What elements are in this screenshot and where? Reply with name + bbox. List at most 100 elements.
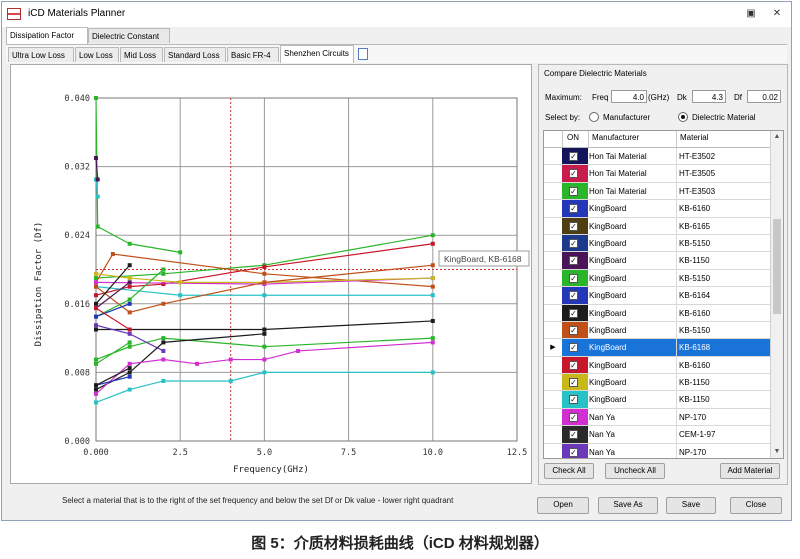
row-checkbox[interactable]: ✓ xyxy=(569,447,578,457)
material-row[interactable]: ✓ KingBoard KB-6164 xyxy=(544,287,772,305)
material-row[interactable]: ✓ Nan Ya CEM-1-97 xyxy=(544,426,772,444)
data-point[interactable] xyxy=(127,263,132,268)
data-point[interactable] xyxy=(127,327,132,332)
data-point[interactable] xyxy=(127,284,132,289)
data-point[interactable] xyxy=(161,357,166,362)
tab-ultra-low-loss[interactable]: Ultra Low Loss xyxy=(8,47,74,62)
header-manufacturer[interactable]: Manufacturer xyxy=(592,133,640,142)
row-checkbox[interactable]: ✓ xyxy=(569,378,578,388)
row-checkbox[interactable]: ✓ xyxy=(569,430,578,440)
data-point[interactable] xyxy=(262,280,267,285)
data-point[interactable] xyxy=(127,297,132,302)
series-line[interactable] xyxy=(95,281,131,309)
data-point[interactable] xyxy=(262,271,267,276)
manufacturer-cell[interactable]: KingBoard xyxy=(589,395,627,405)
series-line[interactable] xyxy=(95,376,130,386)
tab-standard-loss[interactable]: Standard Loss xyxy=(164,47,226,62)
data-point[interactable] xyxy=(430,293,435,298)
data-point[interactable] xyxy=(94,361,98,366)
add-material-button[interactable]: Add Material xyxy=(720,463,780,479)
material-cell[interactable]: KB-6164 xyxy=(676,287,772,304)
manufacturer-cell[interactable]: KingBoard xyxy=(588,339,676,356)
material-cell[interactable]: HT-E3502 xyxy=(676,148,772,165)
check-all-button[interactable]: Check All xyxy=(544,463,594,479)
df-input[interactable]: 0.02 xyxy=(747,90,781,103)
row-pointer-icon[interactable]: ▶ xyxy=(550,344,556,352)
row-checkbox[interactable]: ✓ xyxy=(569,204,578,214)
scroll-thumb[interactable] xyxy=(773,219,781,314)
data-point[interactable] xyxy=(127,340,132,345)
row-checkbox[interactable]: ✓ xyxy=(569,238,578,248)
material-row[interactable]: ✓ Hon Tai Material HT-E3502 xyxy=(544,148,772,166)
data-point[interactable] xyxy=(430,336,435,341)
radio-dielectric-material[interactable] xyxy=(678,112,688,122)
data-point[interactable] xyxy=(127,310,132,315)
material-cell[interactable]: KB-5150 xyxy=(676,269,772,287)
data-point[interactable] xyxy=(127,361,132,366)
data-point[interactable] xyxy=(296,348,301,353)
scroll-down-icon[interactable]: ▼ xyxy=(773,448,781,455)
scroll-up-icon[interactable]: ▲ xyxy=(773,133,781,140)
save-button[interactable]: Save xyxy=(666,497,716,514)
row-selector[interactable] xyxy=(544,183,562,199)
row-checkbox[interactable]: ✓ xyxy=(569,169,578,179)
row-checkbox[interactable]: ✓ xyxy=(569,256,578,266)
row-checkbox[interactable]: ✓ xyxy=(569,412,578,422)
data-point[interactable] xyxy=(94,96,98,100)
row-selector[interactable] xyxy=(544,357,562,373)
data-point[interactable] xyxy=(178,293,183,298)
row-selector[interactable] xyxy=(544,287,562,303)
manufacturer-cell[interactable]: KingBoard xyxy=(589,204,627,214)
data-point[interactable] xyxy=(95,224,100,229)
data-point[interactable] xyxy=(127,366,132,371)
tab-dielectric-constant[interactable]: Dielectric Constant xyxy=(88,28,170,43)
data-point[interactable] xyxy=(161,340,166,345)
material-cell[interactable]: KB-5150 xyxy=(676,321,772,339)
tab-dissipation-factor[interactable]: Dissipation Factor xyxy=(6,27,88,44)
data-point[interactable] xyxy=(94,271,98,276)
row-selector[interactable] xyxy=(544,252,562,268)
data-point[interactable] xyxy=(94,383,98,388)
data-point[interactable] xyxy=(127,370,132,375)
data-point[interactable] xyxy=(161,378,166,383)
row-selector[interactable] xyxy=(544,374,562,390)
minimize-icon[interactable]: ▣ xyxy=(746,8,756,19)
series-line[interactable] xyxy=(95,307,131,331)
data-point[interactable] xyxy=(161,282,166,287)
data-point[interactable] xyxy=(430,318,435,323)
material-row[interactable]: ✓ KingBoard KB-5150 xyxy=(544,234,772,253)
material-row[interactable]: ✓ Hon Tai Material HT-E3505 xyxy=(544,165,772,183)
data-point[interactable] xyxy=(262,370,267,375)
material-cell[interactable]: KB-1150 xyxy=(676,391,772,408)
tab-shenzhen-circuits[interactable]: Shenzhen Circuits xyxy=(280,45,354,63)
material-cell[interactable]: HT-E3505 xyxy=(676,165,772,182)
material-cell[interactable]: KB-6160 xyxy=(676,200,772,217)
row-checkbox[interactable]: ✓ xyxy=(569,308,578,318)
data-point[interactable] xyxy=(94,314,98,319)
row-selector[interactable] xyxy=(544,322,562,338)
manufacturer-cell[interactable]: KingBoard xyxy=(589,325,627,335)
series-line[interactable] xyxy=(95,157,99,180)
data-point[interactable] xyxy=(262,264,267,269)
material-cell[interactable]: NP-170 xyxy=(676,408,772,426)
data-point[interactable] xyxy=(228,357,233,362)
material-row[interactable]: ✓ Hon Tai Material HT-E3503 xyxy=(544,182,772,201)
material-row[interactable]: ✓ KingBoard KB-6160 xyxy=(544,304,772,322)
uncheck-all-button[interactable]: Uncheck All xyxy=(605,463,665,479)
data-point[interactable] xyxy=(430,233,435,238)
manufacturer-cell[interactable]: Nan Ya xyxy=(589,447,615,457)
new-tab-page-icon[interactable] xyxy=(358,48,368,60)
series-line[interactable] xyxy=(95,286,433,296)
row-checkbox[interactable]: ✓ xyxy=(569,395,578,405)
row-selector[interactable] xyxy=(544,409,562,425)
data-point[interactable] xyxy=(94,280,98,285)
manufacturer-cell[interactable]: KingBoard xyxy=(589,273,627,283)
data-point[interactable] xyxy=(178,250,183,255)
material-row[interactable]: ✓ KingBoard KB-6160 xyxy=(544,200,772,218)
data-point[interactable] xyxy=(430,284,435,289)
data-point[interactable] xyxy=(94,156,98,161)
manufacturer-cell[interactable]: Hon Tai Material xyxy=(589,186,647,196)
data-point[interactable] xyxy=(161,336,166,341)
data-point[interactable] xyxy=(127,301,132,306)
data-point[interactable] xyxy=(262,327,267,332)
